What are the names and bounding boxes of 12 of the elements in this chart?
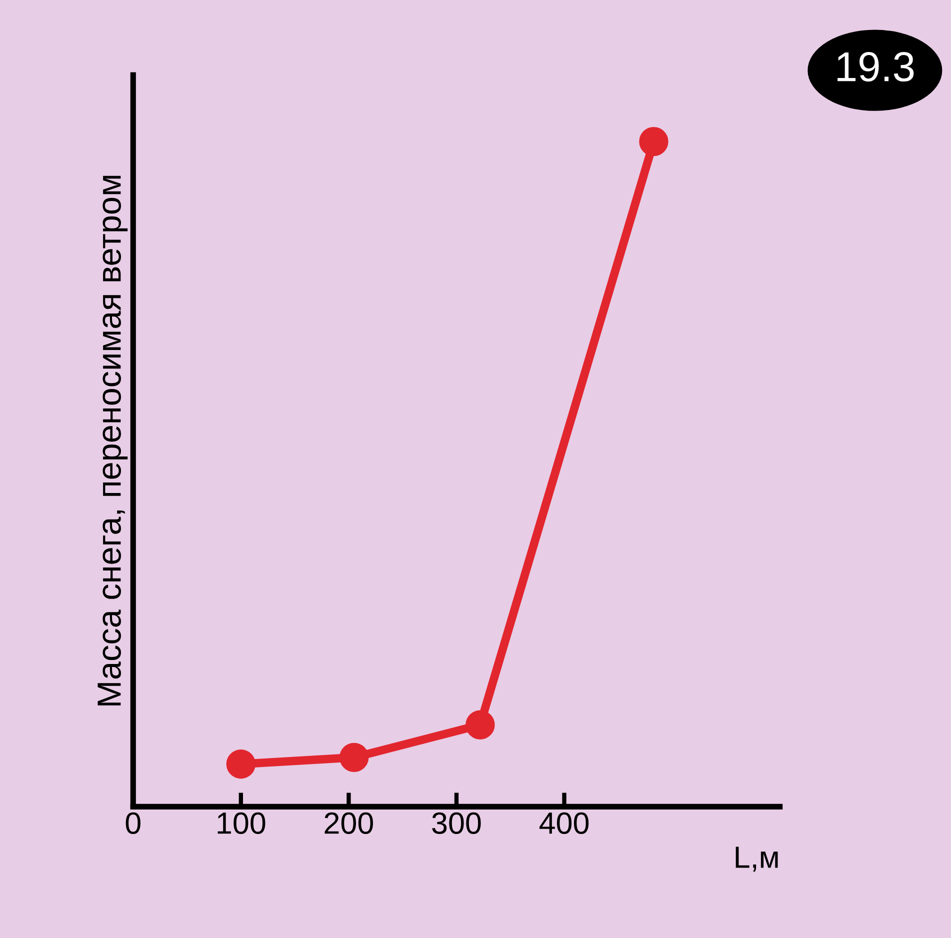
x-tick-label: 100	[218, 812, 266, 834]
point	[466, 710, 495, 740]
point	[340, 742, 369, 772]
point	[639, 126, 668, 156]
point	[226, 750, 256, 779]
x-tick-label: 300	[432, 812, 481, 834]
x-axis-title: L,м	[736, 846, 778, 872]
x-tick-label: 0	[126, 812, 140, 834]
x-tick-label: 200	[324, 812, 373, 834]
y-axis-title: Масса снега, переносимая ветром	[98, 176, 128, 706]
text: 19.3	[838, 52, 914, 82]
x-tick-label: 400	[539, 812, 589, 834]
